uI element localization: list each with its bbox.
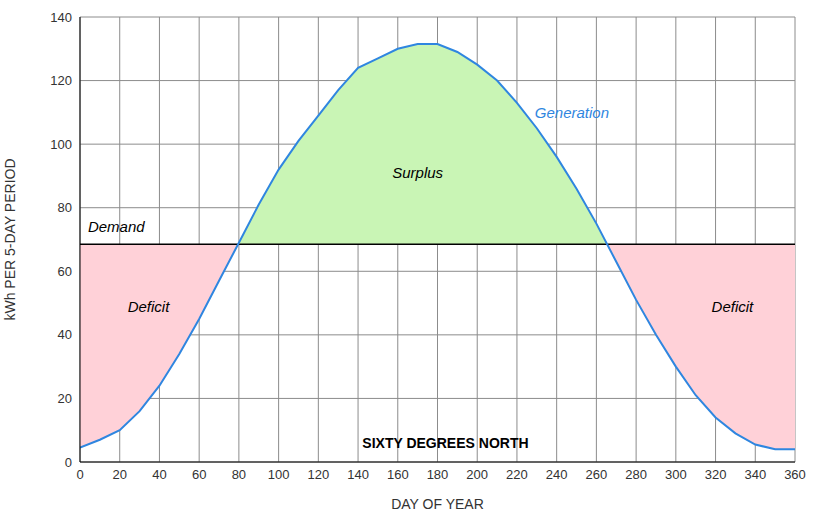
svg-text:140: 140 [50,10,72,25]
svg-text:240: 240 [546,467,568,482]
svg-text:20: 20 [58,391,72,406]
svg-text:140: 140 [347,467,369,482]
svg-text:300: 300 [665,467,687,482]
svg-text:SIXTY DEGREES NORTH: SIXTY DEGREES NORTH [362,435,528,451]
svg-text:160: 160 [387,467,409,482]
svg-text:340: 340 [744,467,766,482]
svg-text:60: 60 [192,467,206,482]
svg-text:80: 80 [58,200,72,215]
svg-text:40: 40 [58,327,72,342]
svg-text:60: 60 [58,264,72,279]
svg-text:100: 100 [268,467,290,482]
svg-text:80: 80 [232,467,246,482]
svg-text:40: 40 [152,467,166,482]
svg-text:100: 100 [50,137,72,152]
svg-text:360: 360 [784,467,806,482]
svg-text:Deficit: Deficit [712,298,755,315]
svg-text:120: 120 [307,467,329,482]
svg-text:kWh PER 5-DAY PERIOD: kWh PER 5-DAY PERIOD [8,158,18,320]
svg-text:Surplus: Surplus [392,164,443,181]
svg-text:DAY OF YEAR: DAY OF YEAR [391,496,484,512]
svg-text:260: 260 [586,467,608,482]
svg-text:20: 20 [112,467,126,482]
svg-text:220: 220 [506,467,528,482]
svg-text:0: 0 [65,455,72,470]
svg-text:180: 180 [427,467,449,482]
svg-text:120: 120 [50,73,72,88]
svg-text:320: 320 [705,467,727,482]
svg-text:Demand: Demand [88,218,145,235]
svg-text:Generation: Generation [535,104,609,121]
svg-text:Deficit: Deficit [128,298,171,315]
svg-text:280: 280 [625,467,647,482]
svg-text:200: 200 [466,467,488,482]
svg-text:0: 0 [76,467,83,482]
